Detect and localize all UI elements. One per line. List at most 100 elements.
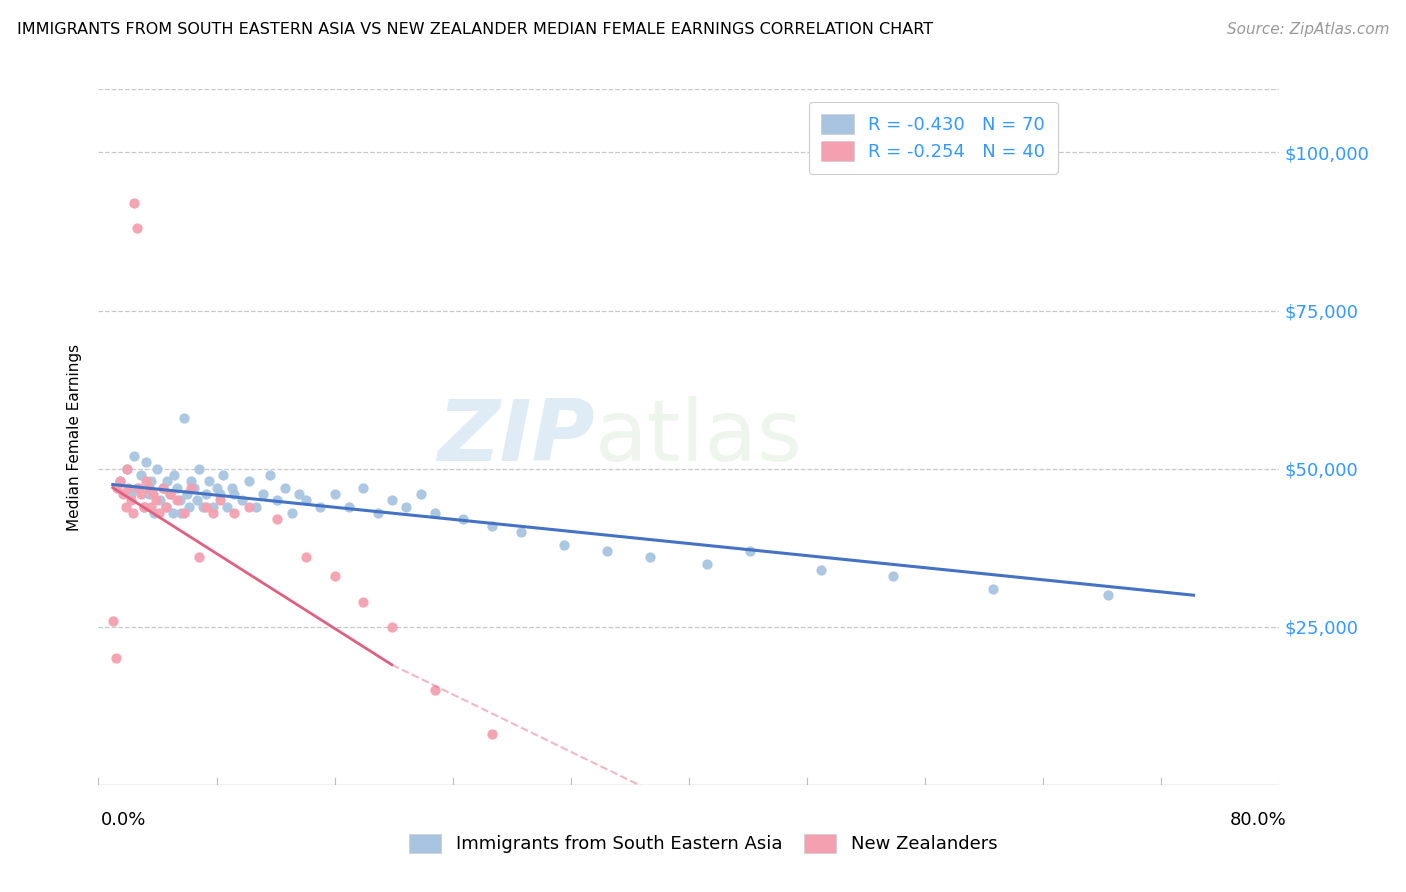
Point: [120, 487, 142, 501]
Point: [453, 512, 475, 526]
Point: [738, 544, 761, 558]
Point: [148, 506, 170, 520]
Point: [273, 481, 295, 495]
Point: [135, 455, 157, 469]
Point: [810, 563, 832, 577]
Point: [176, 487, 198, 501]
Point: [367, 506, 389, 520]
Point: [131, 468, 153, 483]
Legend: Immigrants from South Eastern Asia, New Zealanders: Immigrants from South Eastern Asia, New …: [402, 826, 1004, 861]
Point: [245, 500, 267, 514]
Point: [224, 487, 246, 501]
Point: [155, 500, 177, 514]
Point: [409, 487, 432, 501]
Point: [295, 550, 318, 565]
Point: [122, 449, 145, 463]
Y-axis label: Median Female Earnings: Median Female Earnings: [67, 343, 83, 531]
Point: [149, 493, 172, 508]
Point: [638, 550, 661, 565]
Point: [146, 461, 169, 475]
Point: [125, 481, 148, 495]
Point: [194, 487, 217, 501]
Point: [395, 500, 418, 514]
Point: [111, 487, 134, 501]
Text: 80.0%: 80.0%: [1230, 811, 1286, 829]
Point: [352, 594, 374, 608]
Point: [1097, 588, 1119, 602]
Point: [166, 481, 188, 495]
Point: [337, 500, 360, 514]
Point: [131, 487, 153, 501]
Point: [423, 506, 446, 520]
Point: [259, 468, 281, 483]
Point: [238, 475, 260, 489]
Point: [323, 569, 346, 583]
Point: [128, 481, 150, 495]
Point: [191, 500, 214, 514]
Point: [217, 500, 239, 514]
Point: [142, 487, 165, 501]
Point: [194, 500, 217, 514]
Point: [288, 487, 311, 501]
Point: [207, 481, 229, 495]
Point: [266, 493, 288, 508]
Text: atlas: atlas: [595, 395, 803, 479]
Point: [696, 557, 718, 571]
Point: [231, 493, 253, 508]
Point: [122, 196, 145, 211]
Point: [309, 500, 332, 514]
Point: [266, 512, 288, 526]
Point: [152, 481, 174, 495]
Legend: R = -0.430   N = 70, R = -0.254   N = 40: R = -0.430 N = 70, R = -0.254 N = 40: [808, 102, 1057, 174]
Point: [104, 651, 127, 665]
Point: [209, 487, 232, 501]
Point: [180, 475, 202, 489]
Point: [155, 500, 177, 514]
Point: [115, 461, 138, 475]
Point: [159, 487, 181, 501]
Point: [143, 506, 166, 520]
Point: [224, 506, 246, 520]
Point: [201, 500, 224, 514]
Point: [212, 468, 235, 483]
Point: [173, 411, 195, 425]
Text: IMMIGRANTS FROM SOUTH EASTERN ASIA VS NEW ZEALANDER MEDIAN FEMALE EARNINGS CORRE: IMMIGRANTS FROM SOUTH EASTERN ASIA VS NE…: [17, 22, 934, 37]
Point: [141, 475, 163, 489]
Point: [134, 500, 156, 514]
Point: [323, 487, 346, 501]
Point: [186, 493, 208, 508]
Point: [108, 475, 131, 489]
Point: [882, 569, 904, 583]
Point: [163, 468, 186, 483]
Text: Source: ZipAtlas.com: Source: ZipAtlas.com: [1226, 22, 1389, 37]
Point: [117, 481, 139, 495]
Point: [138, 487, 160, 501]
Point: [509, 524, 531, 539]
Point: [197, 475, 219, 489]
Point: [352, 481, 374, 495]
Point: [156, 475, 179, 489]
Point: [295, 493, 318, 508]
Point: [981, 582, 1004, 596]
Point: [108, 475, 131, 489]
Point: [209, 493, 232, 508]
Point: [169, 493, 191, 508]
Point: [221, 481, 243, 495]
Point: [553, 538, 575, 552]
Point: [159, 487, 181, 501]
Point: [121, 506, 143, 520]
Point: [187, 550, 209, 565]
Point: [105, 481, 128, 495]
Text: ZIP: ZIP: [437, 395, 595, 479]
Point: [162, 506, 184, 520]
Point: [180, 481, 202, 495]
Point: [238, 500, 260, 514]
Point: [595, 544, 617, 558]
Point: [481, 727, 503, 741]
Point: [120, 493, 142, 508]
Point: [381, 493, 404, 508]
Point: [280, 506, 302, 520]
Point: [481, 518, 503, 533]
Point: [145, 493, 167, 508]
Point: [381, 620, 404, 634]
